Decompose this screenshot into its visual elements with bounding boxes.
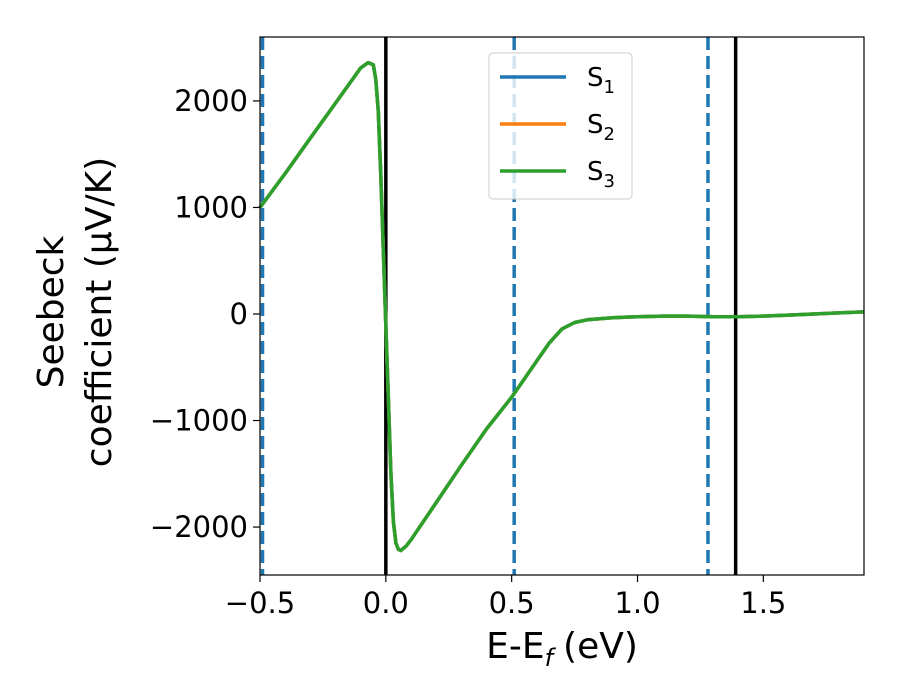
- x-tick-label: −0.5: [225, 586, 295, 620]
- y-tick-label: 1000: [174, 190, 248, 224]
- series-line-s3: [258, 60, 865, 553]
- y-axis-title-line1: Seebeck: [31, 235, 72, 388]
- y-tick-label: −1000: [150, 404, 248, 438]
- y-axis-ticks: −2000 −1000 0 1000 2000: [150, 84, 260, 544]
- y-tick-label: 2000: [174, 84, 248, 118]
- y-tick-label: −2000: [150, 510, 248, 544]
- x-axis-title-subscript: f: [545, 644, 557, 672]
- series-layer: [258, 60, 865, 553]
- legend: S1 S2 S3: [488, 52, 633, 200]
- y-axis-title: Seebeck coefficient (μV/K): [31, 157, 120, 467]
- x-axis-title-unit: (eV): [563, 626, 638, 667]
- legend-label-s1: S1: [587, 63, 615, 98]
- y-axis-title-line2: coefficient (μV/K): [79, 157, 120, 467]
- x-tick-label: 0.5: [489, 586, 535, 620]
- x-axis-title: E-Ef (eV): [486, 626, 638, 672]
- legend-label-s2: S2: [587, 110, 615, 145]
- x-axis-ticks: −0.5 0.0 0.5 1.0 1.5: [225, 575, 786, 620]
- legend-box: [488, 52, 633, 200]
- x-tick-label: 1.5: [740, 586, 786, 620]
- x-tick-label: 0.0: [363, 586, 409, 620]
- x-tick-label: 1.0: [614, 586, 660, 620]
- y-tick-label: 0: [230, 297, 248, 331]
- x-axis-title-main: E-E: [486, 626, 544, 667]
- plot-frame: [259, 36, 865, 576]
- legend-label-s3: S3: [587, 157, 615, 192]
